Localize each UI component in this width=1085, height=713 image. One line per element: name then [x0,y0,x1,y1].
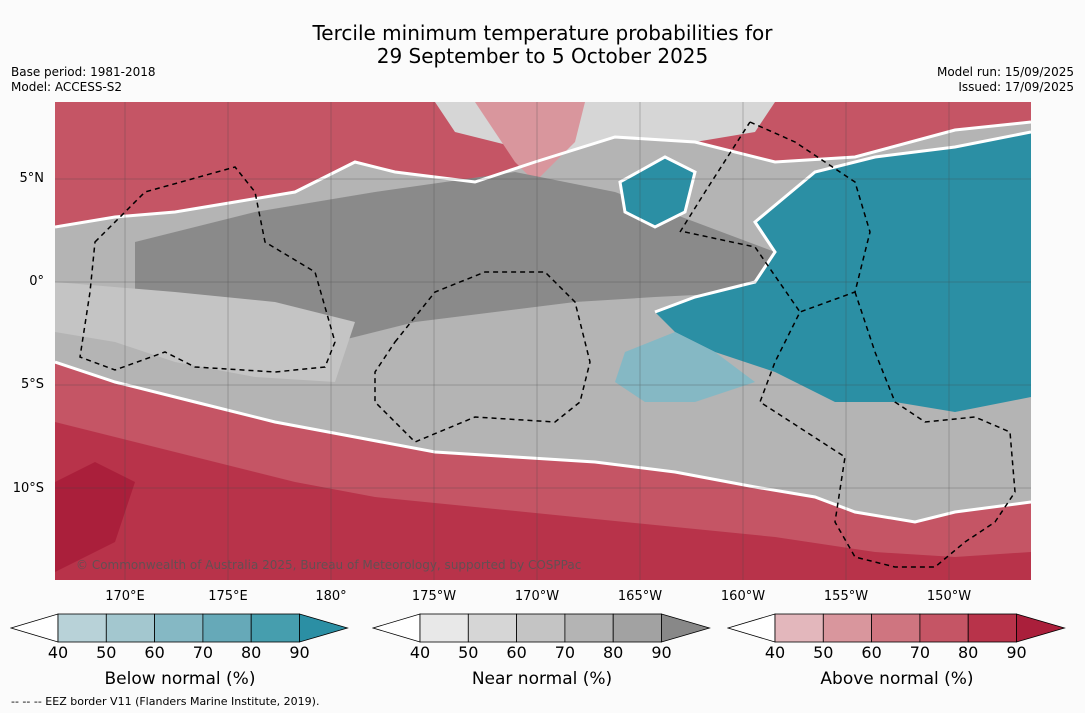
colorbar-title-above: Above normal (%) [820,669,974,689]
colorbar-segment [516,613,566,643]
colorbar-segment [612,613,662,643]
eez-borders [79,121,1016,568]
colorbar-tick-label: 80 [603,643,624,662]
colorbar-extend-high [299,613,349,643]
colorbar-extend-high [1016,613,1066,643]
colorbar-near-normal [372,613,711,643]
issued-date: Issued: 17/09/2025 [958,80,1074,94]
colorbar-tick-label: 90 [651,643,672,662]
contour-blue-pocket [618,155,697,229]
colorbar-segment [967,613,1017,643]
colorbar-segment [822,613,873,643]
lon-label-175w: 175°W [411,589,457,604]
colorbar-tick-label: 80 [958,643,979,662]
lat-label-10s: 10°S [12,481,44,496]
colorbar-tick-label: 60 [144,643,165,662]
lon-label-180: 180° [315,589,347,604]
below-normal-nw-pocket [620,157,695,227]
colorbar-tick-label: 50 [96,643,117,662]
colorbar-tick-label: 40 [409,643,431,662]
colorbar-segment [154,613,204,643]
colorbar-tick-label: 70 [554,643,576,662]
colorbar-extend-high [661,613,711,643]
above-normal-north [55,102,1031,227]
model-run: Model run: 15/09/2025 [936,65,1074,79]
colorbar-segment [919,613,969,643]
lon-label-170w: 170°W [514,589,560,604]
copyright-notice: © Commonwealth of Australia 2025, Bureau… [76,558,582,572]
colorbar-tick-label: 60 [861,643,882,662]
meta-left: Base period: 1981-2018 Model: ACCESS-S2 [11,65,156,95]
probability-map[interactable]: © Commonwealth of Australia 2025, Bureau… [55,102,1031,580]
lon-label-150w: 150°W [926,589,972,604]
lat-label-0: 0° [29,274,44,289]
colorbar-segment [774,613,824,643]
colorbar-tick-label: 50 [813,643,834,662]
colorbar-tick-label: 60 [506,643,527,662]
colorbar-segment [250,613,300,643]
lat-label-5s: 5°S [20,377,44,392]
colorbar-segment [202,613,252,643]
colorbar-extend-low [372,613,421,643]
contour-blue [654,130,1031,314]
graticule [55,102,1031,580]
eez-legend-note: -- -- -- EEZ border V11 (Flanders Marine… [11,695,320,708]
chart-title: Tercile minimum temperature probabilitie… [0,22,1085,68]
below-normal-east [655,132,1031,412]
colorbar-below-normal [10,613,349,643]
colorbar-tick-label: 40 [47,643,69,662]
meta-right: Model run: 15/09/2025 Issued: 17/09/2025 [937,65,1074,95]
colorbar-extend-low [727,613,776,643]
colorbar-title-below: Below normal (%) [104,669,256,689]
colorbar-tick-label: 90 [289,643,310,662]
colorbar-segment [871,613,921,643]
lon-label-175e: 175°E [208,589,248,604]
colorbar-tick-label: 40 [764,643,786,662]
colorbar-tick-label: 90 [1006,643,1027,662]
contour-south [55,360,1031,524]
colorbar-tick-label: 70 [909,643,931,662]
colorbar-tick-label: 70 [192,643,214,662]
above-normal-north-pale [475,102,585,182]
title-line-2: 29 September to 5 October 2025 [376,44,709,68]
map-canvas [55,102,1031,580]
colorbar-tick-label: 80 [241,643,262,662]
lon-label-170e: 170°E [105,589,145,604]
colorbar-extend-low [10,613,59,643]
above-normal-southwest-core [55,462,135,572]
colorbar-segment [57,613,107,643]
colorbar-title-near: Near normal (%) [471,669,613,689]
colorbar-above-normal [727,613,1066,643]
lon-label-155w: 155°W [823,589,869,604]
model-name: Model: ACCESS-S2 [11,80,123,94]
near-normal-mid [55,282,355,382]
lat-label-5n: 5°N [19,171,45,186]
title-line-1: Tercile minimum temperature probabilitie… [312,21,773,45]
colorbar-segment [467,613,518,643]
lon-label-165w: 165°W [617,589,663,604]
base-period: Base period: 1981-2018 [11,65,156,79]
colorbar-tick-label: 50 [458,643,479,662]
colorbar-segment [419,613,469,643]
colorbar-segment [564,613,614,643]
colorbar-segment [105,613,156,643]
lon-label-160w: 160°W [720,589,766,604]
below-normal-east-edge [615,332,755,402]
above-normal-south-deep [55,422,1031,580]
contour-north [55,120,1031,229]
